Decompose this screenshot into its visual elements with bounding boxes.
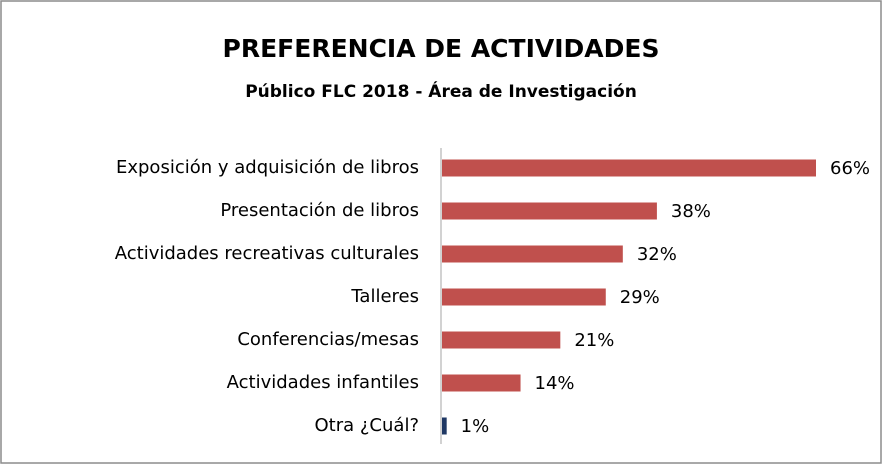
data-label: 21% — [574, 330, 614, 351]
data-label: 1% — [461, 416, 490, 437]
category-label: Conferencias/mesas — [237, 329, 419, 350]
bar — [442, 202, 657, 220]
bar — [442, 331, 561, 349]
category-label: Exposición y adquisición de libros — [116, 157, 419, 178]
bar — [442, 374, 521, 392]
data-label: 29% — [620, 287, 660, 308]
data-label: 14% — [535, 373, 575, 394]
bar — [442, 245, 623, 263]
chart-title: PREFERENCIA DE ACTIVIDADES — [223, 34, 660, 63]
data-label: 38% — [671, 201, 711, 222]
category-label: Talleres — [350, 286, 419, 307]
bar — [442, 417, 447, 435]
data-label: 66% — [830, 158, 870, 179]
category-label: Actividades recreativas culturales — [115, 243, 419, 264]
category-label: Actividades infantiles — [227, 372, 419, 393]
bar — [442, 288, 606, 306]
category-label: Presentación de libros — [220, 200, 419, 221]
bar — [442, 159, 816, 177]
chart-subtitle: Público FLC 2018 - Área de Investigación — [245, 80, 637, 102]
category-label: Otra ¿Cuál? — [315, 415, 420, 436]
data-label: 32% — [637, 244, 677, 265]
